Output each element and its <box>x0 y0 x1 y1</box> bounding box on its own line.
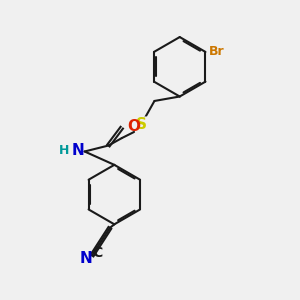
Text: Br: Br <box>209 45 225 58</box>
Text: H: H <box>59 144 70 157</box>
Text: C: C <box>92 245 103 260</box>
Text: N: N <box>79 251 92 266</box>
Text: O: O <box>127 119 140 134</box>
Text: S: S <box>136 117 147 132</box>
Text: N: N <box>71 143 84 158</box>
